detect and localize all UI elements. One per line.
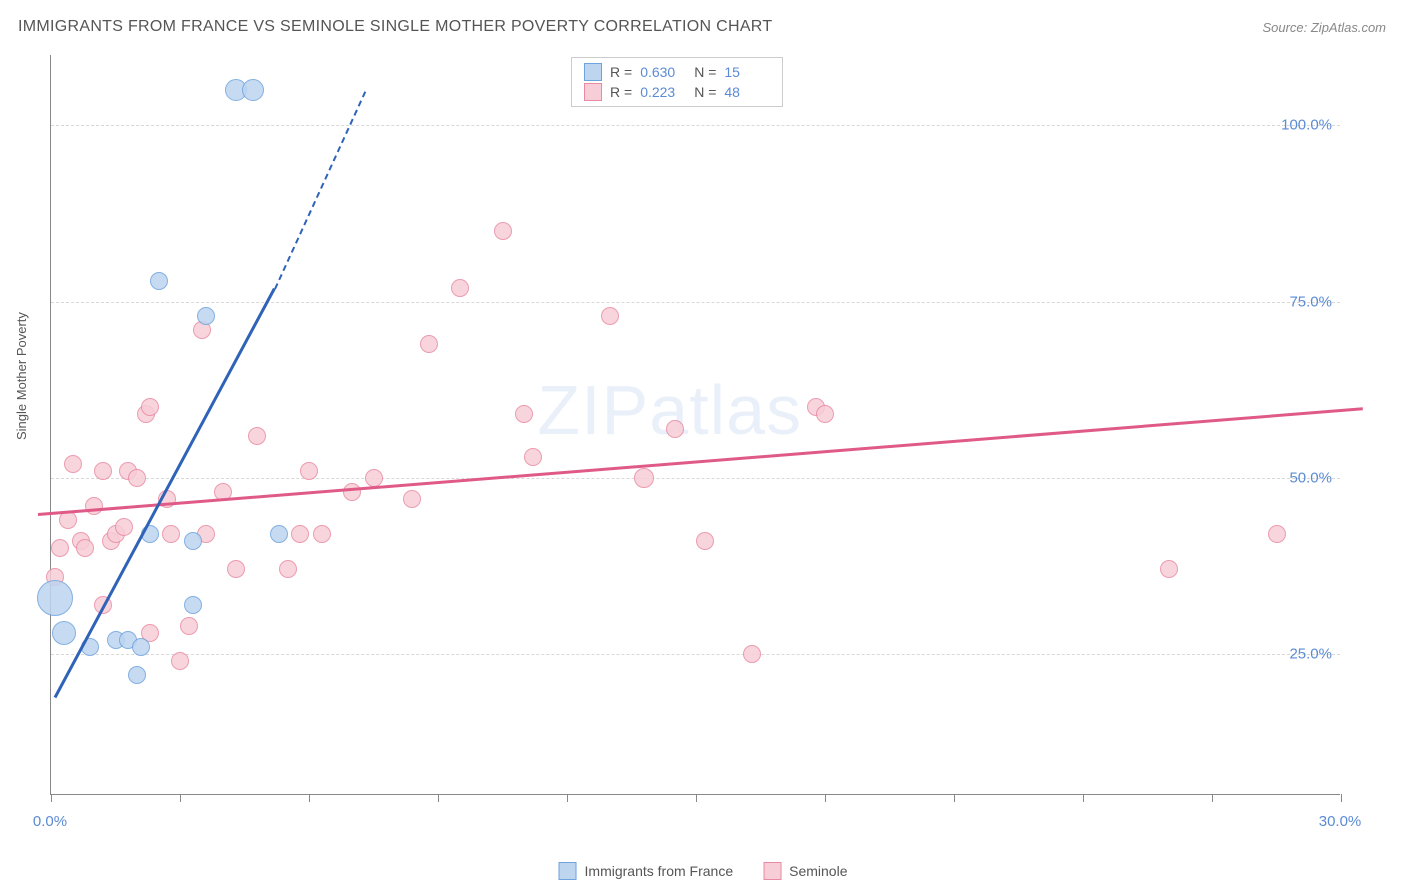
- legend-label-pink: Seminole: [789, 863, 847, 879]
- scatter-point-pink: [128, 469, 146, 487]
- scatter-point-pink: [524, 448, 542, 466]
- swatch-pink-icon: [763, 862, 781, 880]
- scatter-point-pink: [451, 279, 469, 297]
- x-tick: [696, 794, 697, 802]
- scatter-point-pink: [162, 525, 180, 543]
- legend-stats-box: R = 0.630 N = 15 R = 0.223 N = 48: [571, 57, 783, 107]
- scatter-point-pink: [248, 427, 266, 445]
- x-tick: [1212, 794, 1213, 802]
- x-tick: [1083, 794, 1084, 802]
- scatter-point-pink: [171, 652, 189, 670]
- x-tick: [438, 794, 439, 802]
- x-tick: [180, 794, 181, 802]
- scatter-point-pink: [634, 468, 654, 488]
- scatter-point-blue: [270, 525, 288, 543]
- y-tick-label: 25.0%: [1289, 646, 1332, 663]
- legend-label-blue: Immigrants from France: [585, 863, 734, 879]
- x-tick: [825, 794, 826, 802]
- x-tick-label: 0.0%: [33, 813, 67, 830]
- scatter-point-blue: [128, 666, 146, 684]
- stat-r-pink: 0.223: [640, 84, 686, 100]
- stat-n-blue: 15: [724, 64, 770, 80]
- scatter-point-pink: [816, 405, 834, 423]
- scatter-point-pink: [494, 222, 512, 240]
- stat-r-blue: 0.630: [640, 64, 686, 80]
- scatter-point-blue: [184, 596, 202, 614]
- scatter-point-blue: [197, 307, 215, 325]
- scatter-point-pink: [1160, 560, 1178, 578]
- scatter-point-pink: [180, 617, 198, 635]
- y-tick-label: 50.0%: [1289, 469, 1332, 486]
- scatter-point-pink: [666, 420, 684, 438]
- scatter-point-pink: [51, 539, 69, 557]
- y-tick-label: 100.0%: [1281, 117, 1332, 134]
- scatter-point-blue: [150, 272, 168, 290]
- stat-label-n: N =: [694, 84, 716, 100]
- scatter-point-pink: [743, 645, 761, 663]
- chart-title: IMMIGRANTS FROM FRANCE VS SEMINOLE SINGL…: [18, 18, 772, 36]
- gridline: [51, 478, 1340, 479]
- gridline: [51, 302, 1340, 303]
- scatter-point-pink: [94, 462, 112, 480]
- scatter-point-pink: [420, 335, 438, 353]
- swatch-blue-icon: [584, 63, 602, 81]
- x-tick: [567, 794, 568, 802]
- scatter-point-pink: [696, 532, 714, 550]
- source-label: Source: ZipAtlas.com: [1262, 20, 1386, 35]
- scatter-point-blue: [242, 79, 264, 101]
- plot-area: ZIPatlas R = 0.630 N = 15 R = 0.223 N = …: [50, 55, 1340, 795]
- scatter-point-pink: [601, 307, 619, 325]
- scatter-point-blue: [184, 532, 202, 550]
- legend-stats-row-blue: R = 0.630 N = 15: [584, 62, 770, 82]
- stat-label-r: R =: [610, 84, 632, 100]
- swatch-blue-icon: [559, 862, 577, 880]
- scatter-point-pink: [343, 483, 361, 501]
- legend-stats-row-pink: R = 0.223 N = 48: [584, 82, 770, 102]
- scatter-point-pink: [85, 497, 103, 515]
- trendline: [38, 407, 1363, 516]
- scatter-point-pink: [515, 405, 533, 423]
- x-tick: [309, 794, 310, 802]
- scatter-point-pink: [76, 539, 94, 557]
- scatter-point-pink: [279, 560, 297, 578]
- x-tick: [1341, 794, 1342, 802]
- trendline: [274, 91, 366, 289]
- scatter-point-pink: [365, 469, 383, 487]
- trendline: [54, 288, 276, 698]
- scatter-point-blue: [52, 621, 76, 645]
- scatter-point-pink: [300, 462, 318, 480]
- scatter-point-pink: [115, 518, 133, 536]
- y-axis-label: Single Mother Poverty: [14, 312, 29, 440]
- scatter-point-pink: [1268, 525, 1286, 543]
- stat-label-r: R =: [610, 64, 632, 80]
- stat-n-pink: 48: [724, 84, 770, 100]
- x-tick: [954, 794, 955, 802]
- x-tick-label: 30.0%: [1319, 813, 1362, 830]
- x-tick: [51, 794, 52, 802]
- scatter-point-pink: [64, 455, 82, 473]
- scatter-point-blue: [132, 638, 150, 656]
- gridline: [51, 654, 1340, 655]
- legend-item-pink: Seminole: [763, 862, 847, 880]
- gridline: [51, 125, 1340, 126]
- scatter-point-pink: [313, 525, 331, 543]
- scatter-point-pink: [403, 490, 421, 508]
- swatch-pink-icon: [584, 83, 602, 101]
- bottom-legend: Immigrants from France Seminole: [559, 862, 848, 880]
- y-tick-label: 75.0%: [1289, 293, 1332, 310]
- stat-label-n: N =: [694, 64, 716, 80]
- scatter-point-pink: [227, 560, 245, 578]
- scatter-point-pink: [291, 525, 309, 543]
- watermark: ZIPatlas: [537, 370, 802, 450]
- scatter-point-pink: [141, 398, 159, 416]
- legend-item-blue: Immigrants from France: [559, 862, 734, 880]
- scatter-point-blue: [37, 580, 73, 616]
